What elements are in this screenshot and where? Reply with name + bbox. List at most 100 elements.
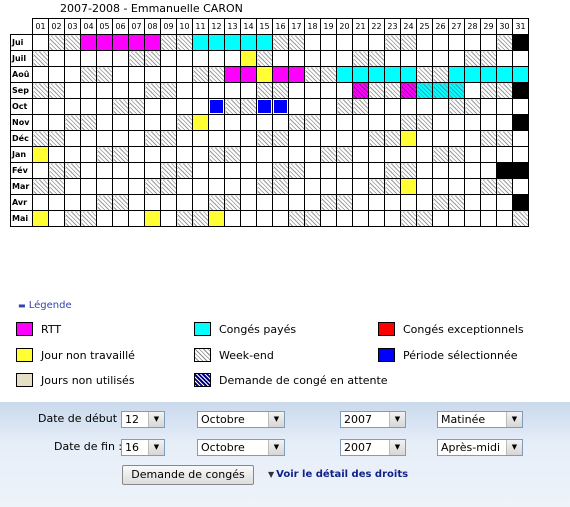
day-cell[interactable] [272, 114, 289, 131]
day-cell[interactable] [128, 130, 145, 147]
day-cell[interactable] [64, 98, 81, 115]
day-cell[interactable] [416, 114, 433, 131]
day-cell[interactable] [144, 130, 161, 147]
day-cell[interactable] [304, 34, 321, 51]
day-cell[interactable] [96, 98, 113, 115]
day-cell[interactable] [448, 66, 465, 83]
day-cell[interactable] [144, 82, 161, 99]
day-cell[interactable] [48, 34, 65, 51]
day-cell[interactable] [368, 146, 385, 163]
day-cell[interactable] [464, 82, 481, 99]
day-cell[interactable] [96, 178, 113, 195]
day-cell[interactable] [432, 114, 449, 131]
day-cell[interactable] [176, 162, 193, 179]
day-cell[interactable] [208, 178, 225, 195]
end-period-select[interactable]: Après-midi ▼ [437, 439, 523, 456]
day-cell[interactable] [48, 162, 65, 179]
day-cell[interactable] [416, 98, 433, 115]
day-cell[interactable] [288, 178, 305, 195]
day-cell[interactable] [224, 210, 241, 227]
day-cell[interactable] [368, 82, 385, 99]
end-day-select[interactable]: 16 ▼ [121, 439, 165, 456]
day-cell[interactable] [320, 50, 337, 67]
day-cell[interactable] [192, 178, 209, 195]
day-cell[interactable] [112, 146, 129, 163]
day-cell[interactable] [384, 146, 401, 163]
day-cell[interactable] [336, 162, 353, 179]
day-cell[interactable] [80, 194, 97, 211]
day-cell[interactable] [80, 162, 97, 179]
day-cell[interactable] [448, 82, 465, 99]
day-cell[interactable] [352, 178, 369, 195]
day-cell[interactable] [384, 162, 401, 179]
day-cell[interactable] [80, 34, 97, 51]
day-cell[interactable] [352, 114, 369, 131]
day-cell[interactable] [480, 66, 497, 83]
day-cell[interactable] [496, 114, 513, 131]
day-cell[interactable] [192, 210, 209, 227]
day-cell[interactable] [96, 130, 113, 147]
day-cell[interactable] [448, 194, 465, 211]
day-cell[interactable] [464, 162, 481, 179]
day-cell[interactable] [32, 98, 49, 115]
day-cell[interactable] [208, 114, 225, 131]
day-cell[interactable] [48, 178, 65, 195]
day-cell[interactable] [384, 194, 401, 211]
day-cell[interactable] [208, 130, 225, 147]
day-cell[interactable] [256, 66, 273, 83]
day-cell[interactable] [176, 66, 193, 83]
day-cell[interactable] [480, 130, 497, 147]
day-cell[interactable] [32, 66, 49, 83]
day-cell[interactable] [176, 210, 193, 227]
day-cell[interactable] [176, 114, 193, 131]
day-cell[interactable] [304, 210, 321, 227]
day-cell[interactable] [64, 82, 81, 99]
day-cell[interactable] [384, 82, 401, 99]
day-cell[interactable] [48, 194, 65, 211]
day-cell[interactable] [352, 146, 369, 163]
day-cell[interactable] [480, 114, 497, 131]
day-cell[interactable] [432, 194, 449, 211]
day-cell[interactable] [352, 130, 369, 147]
day-cell[interactable] [480, 194, 497, 211]
day-cell[interactable] [272, 98, 289, 115]
day-cell[interactable] [112, 162, 129, 179]
day-cell[interactable] [48, 82, 65, 99]
day-cell[interactable] [144, 50, 161, 67]
day-cell[interactable] [448, 34, 465, 51]
day-cell[interactable] [144, 34, 161, 51]
day-cell[interactable] [496, 50, 513, 67]
day-cell[interactable] [64, 50, 81, 67]
day-cell[interactable] [480, 210, 497, 227]
day-cell[interactable] [32, 34, 49, 51]
day-cell[interactable] [384, 34, 401, 51]
day-cell[interactable] [240, 210, 257, 227]
day-cell[interactable] [208, 162, 225, 179]
day-cell[interactable] [496, 66, 513, 83]
day-cell[interactable] [432, 34, 449, 51]
day-cell[interactable] [336, 98, 353, 115]
day-cell[interactable] [448, 98, 465, 115]
day-cell[interactable] [304, 178, 321, 195]
view-rights-link[interactable]: ▼ Voir le détail des droits [268, 469, 408, 480]
day-cell[interactable] [256, 82, 273, 99]
day-cell[interactable] [512, 178, 529, 195]
day-cell[interactable] [496, 194, 513, 211]
day-cell[interactable] [240, 194, 257, 211]
day-cell[interactable] [160, 82, 177, 99]
day-cell[interactable] [352, 50, 369, 67]
day-cell[interactable] [80, 210, 97, 227]
day-cell[interactable] [368, 194, 385, 211]
start-year-select[interactable]: 2007 ▼ [340, 411, 406, 428]
day-cell[interactable] [208, 146, 225, 163]
day-cell[interactable] [288, 34, 305, 51]
day-cell[interactable] [64, 146, 81, 163]
day-cell[interactable] [240, 82, 257, 99]
day-cell[interactable] [208, 210, 225, 227]
day-cell[interactable] [160, 114, 177, 131]
day-cell[interactable] [336, 178, 353, 195]
day-cell[interactable] [240, 178, 257, 195]
day-cell[interactable] [400, 50, 417, 67]
day-cell[interactable] [496, 146, 513, 163]
day-cell[interactable] [112, 130, 129, 147]
